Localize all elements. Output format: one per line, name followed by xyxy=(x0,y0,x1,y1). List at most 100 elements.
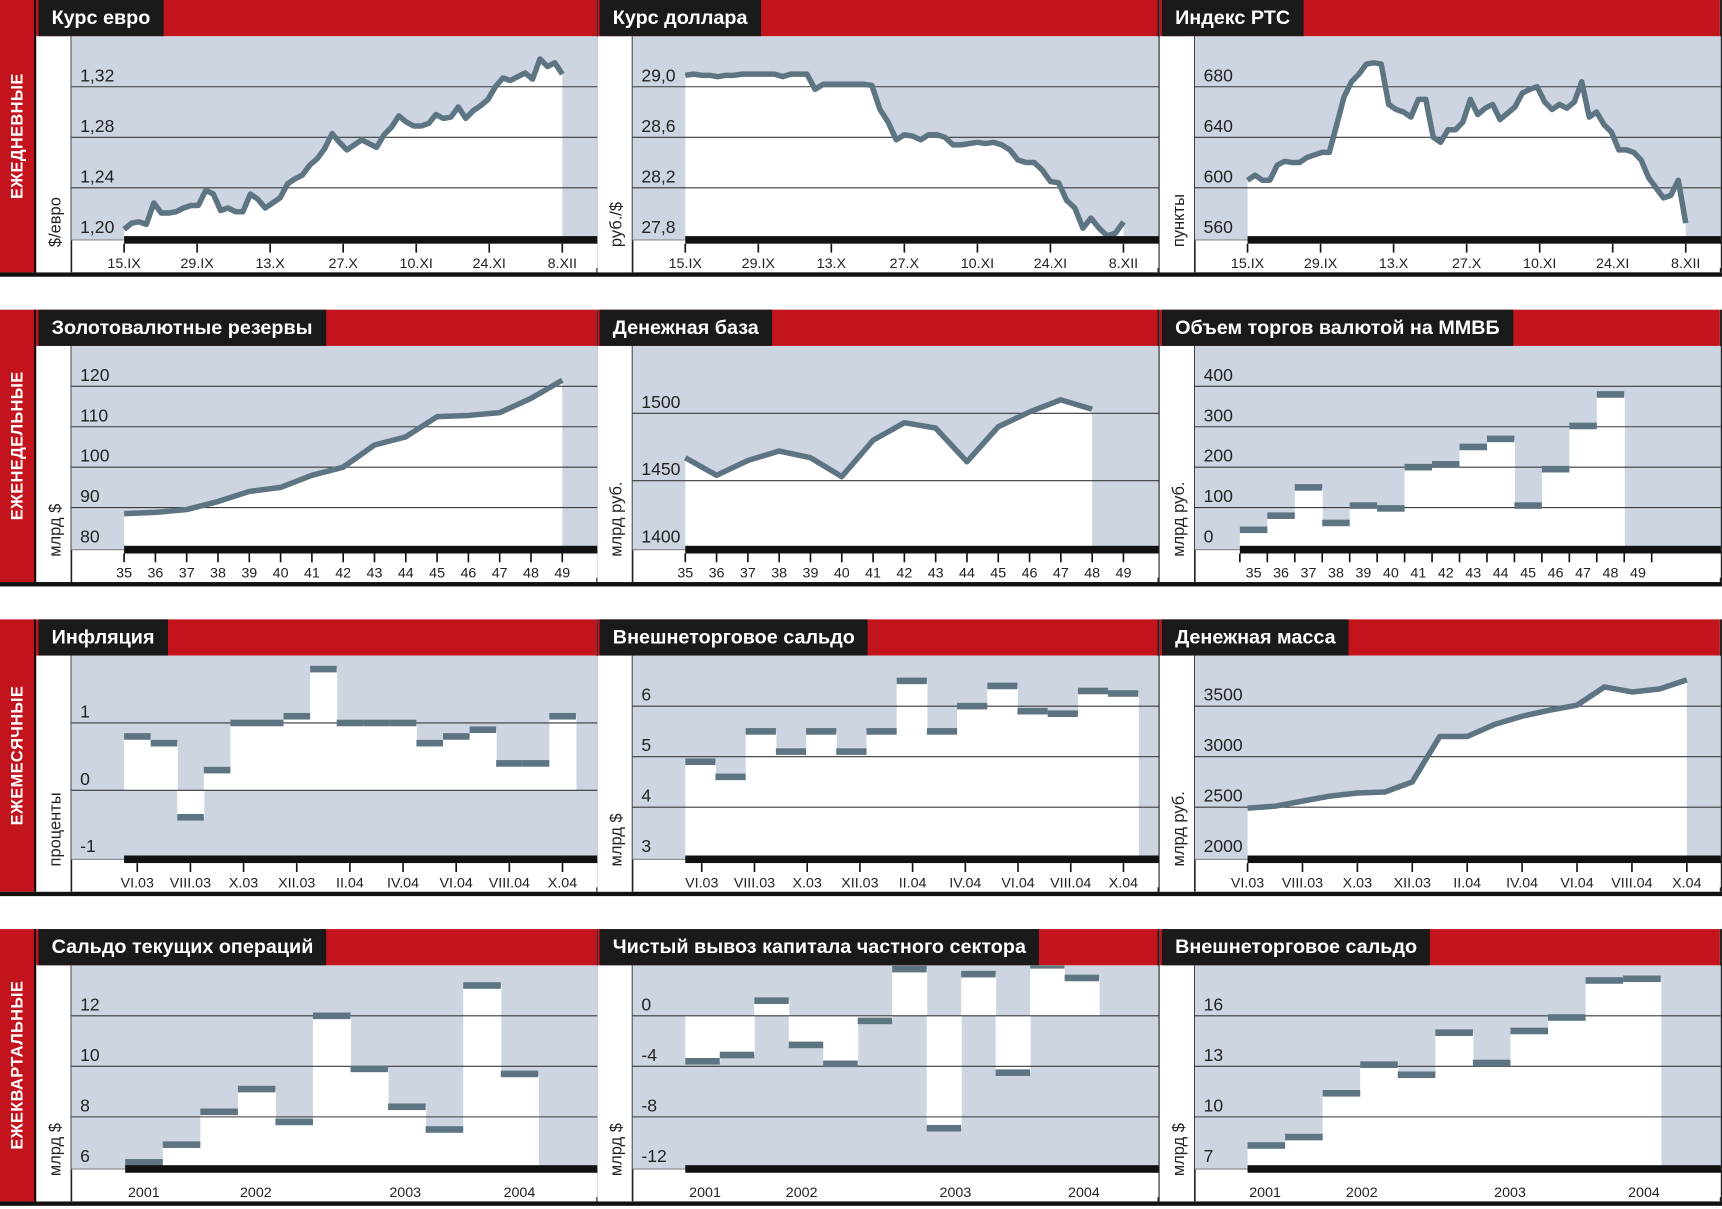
chart-svg: млрд $ 3 4 5 6 VI.03 VIII.03 X.03 XII.03 II.04 IV.… xyxy=(597,655,1159,892)
x-axis xyxy=(1239,545,1721,554)
chart-panel: Чистый вывоз капитала частного сектора мл… xyxy=(597,929,1160,1202)
x-tick-label: VIII.03 xyxy=(170,875,211,891)
x-tick-label: II.04 xyxy=(899,875,927,891)
row-label-text: ЕЖЕНЕДЕЛЬНЫЕ xyxy=(7,371,27,521)
bar-marker xyxy=(857,1017,893,1025)
bar-marker xyxy=(230,719,257,727)
bar-marker xyxy=(469,726,497,734)
x-tick-label: 8.XII xyxy=(1109,256,1138,272)
bar-marker xyxy=(1510,1027,1549,1035)
chart-title: Денежная база xyxy=(599,309,772,346)
area-fill xyxy=(1247,62,1686,239)
x-tick-label: 44 xyxy=(1493,566,1509,582)
y-tick-label: 200 xyxy=(1204,446,1234,466)
series-line xyxy=(122,56,565,232)
chart-svg: млрд $ -12 -8 -4 0 2001 2002 2003 2004 xyxy=(597,965,1159,1202)
bar-fill xyxy=(926,731,958,858)
x-tick-label: X.03 xyxy=(792,875,821,891)
y-tick-label: 0 xyxy=(80,769,90,789)
x-tick-label: X.03 xyxy=(1343,875,1372,891)
bar-fill xyxy=(237,1089,276,1168)
y-label-strip xyxy=(1159,36,1195,273)
chart-svg: млрд $ 80 90 100 110 120 35 36 37 38 39 40 41 42 43 44 4… xyxy=(36,345,598,583)
bar-fill xyxy=(685,1015,721,1062)
bar-marker xyxy=(443,733,470,740)
y-tick-label: 1,24 xyxy=(80,166,114,186)
x-label-area xyxy=(72,243,598,268)
bar-marker xyxy=(1267,512,1295,519)
bar-marker xyxy=(496,760,523,767)
bar-fill xyxy=(162,1144,201,1168)
bar-fill xyxy=(388,1106,427,1168)
bar-fill xyxy=(1360,1064,1399,1168)
x-tick-label: 42 xyxy=(1438,566,1454,582)
x-axis xyxy=(1247,855,1721,864)
bar-fill xyxy=(522,763,550,791)
y-tick-label: 560 xyxy=(1204,217,1234,237)
y-tick-label: 100 xyxy=(1204,486,1234,506)
y-tick-label: 120 xyxy=(80,365,110,385)
y-label-strip xyxy=(1159,655,1195,892)
x-tick-label: VIII.04 xyxy=(1611,875,1652,891)
y-tick-label: 8 xyxy=(80,1095,90,1115)
x-tick-label: 47 xyxy=(1575,566,1591,582)
bar-fill xyxy=(1322,522,1351,549)
bar-fill xyxy=(416,743,444,791)
bar-marker xyxy=(256,719,284,727)
bar-marker xyxy=(806,728,837,735)
y-tick-label: 1500 xyxy=(641,392,680,412)
bar-fill xyxy=(336,722,364,791)
chart-panel: Внешнеторговое сальдо млрд $ 3 4 5 6 VI.03 VIII… xyxy=(597,619,1160,892)
bar-fill xyxy=(788,1015,824,1045)
x-tick-label: 48 xyxy=(1603,566,1619,582)
bar-fill xyxy=(500,1073,539,1168)
bar-marker xyxy=(1541,465,1570,473)
chart-panel: Инфляция проценты -1 0 1 VI.03 VIII.03 X.03 XII.… xyxy=(36,619,599,892)
y-axis-label: млрд руб. xyxy=(1170,481,1188,556)
bar-fill xyxy=(1459,446,1488,549)
bar-marker xyxy=(162,1141,201,1148)
bar-marker xyxy=(310,665,337,673)
bar-marker xyxy=(1017,707,1048,715)
chart-title: Объем торгов валютой на ММВБ xyxy=(1161,309,1513,346)
x-tick-label: 46 xyxy=(1022,566,1038,582)
x-tick-label: 47 xyxy=(1053,566,1069,582)
bar-fill xyxy=(775,751,807,858)
x-tick-label: XII.03 xyxy=(841,875,878,891)
bar-fill xyxy=(312,1015,352,1168)
bar-marker xyxy=(1322,519,1350,527)
y-tick-label: 1 xyxy=(80,701,90,721)
x-tick-label: 2003 xyxy=(389,1185,421,1201)
x-label-area xyxy=(72,1172,598,1198)
row-bottom-rule xyxy=(0,891,1722,897)
x-tick-label: 48 xyxy=(523,566,539,582)
y-tick-label: 0 xyxy=(1204,527,1214,547)
x-tick-label: XII.03 xyxy=(1394,875,1431,891)
bar-marker xyxy=(1322,1090,1361,1097)
bar-fill xyxy=(1435,1032,1474,1168)
row-label-text: ЕЖЕМЕСЯЧНЫЕ xyxy=(7,685,27,826)
y-tick-label: 0 xyxy=(641,994,651,1014)
bar-marker xyxy=(892,965,927,973)
row-bottom-rule xyxy=(0,1201,1722,1206)
bar-fill xyxy=(1064,977,1100,1016)
bar-fill xyxy=(892,969,928,1016)
chart-title: Курс евро xyxy=(38,0,164,37)
area-fill xyxy=(124,380,563,549)
x-tick-label: 38 xyxy=(210,566,226,582)
bar-fill xyxy=(1541,469,1570,549)
bar-marker xyxy=(754,997,789,1004)
x-axis xyxy=(1247,236,1721,244)
x-tick-label: 2004 xyxy=(504,1185,536,1201)
x-tick-label: IV.04 xyxy=(949,875,981,891)
bar-fill xyxy=(496,763,524,791)
x-tick-label: 41 xyxy=(865,566,881,582)
y-tick-label: 13 xyxy=(1204,1045,1224,1065)
bar-fill xyxy=(1108,693,1139,858)
y-tick-label: 10 xyxy=(1204,1095,1224,1115)
bar-marker xyxy=(788,1041,824,1049)
bar-marker xyxy=(500,1070,539,1078)
y-tick-label: 2000 xyxy=(1204,836,1243,856)
bar-marker xyxy=(1349,502,1378,509)
x-tick-label: 45 xyxy=(990,566,1006,582)
